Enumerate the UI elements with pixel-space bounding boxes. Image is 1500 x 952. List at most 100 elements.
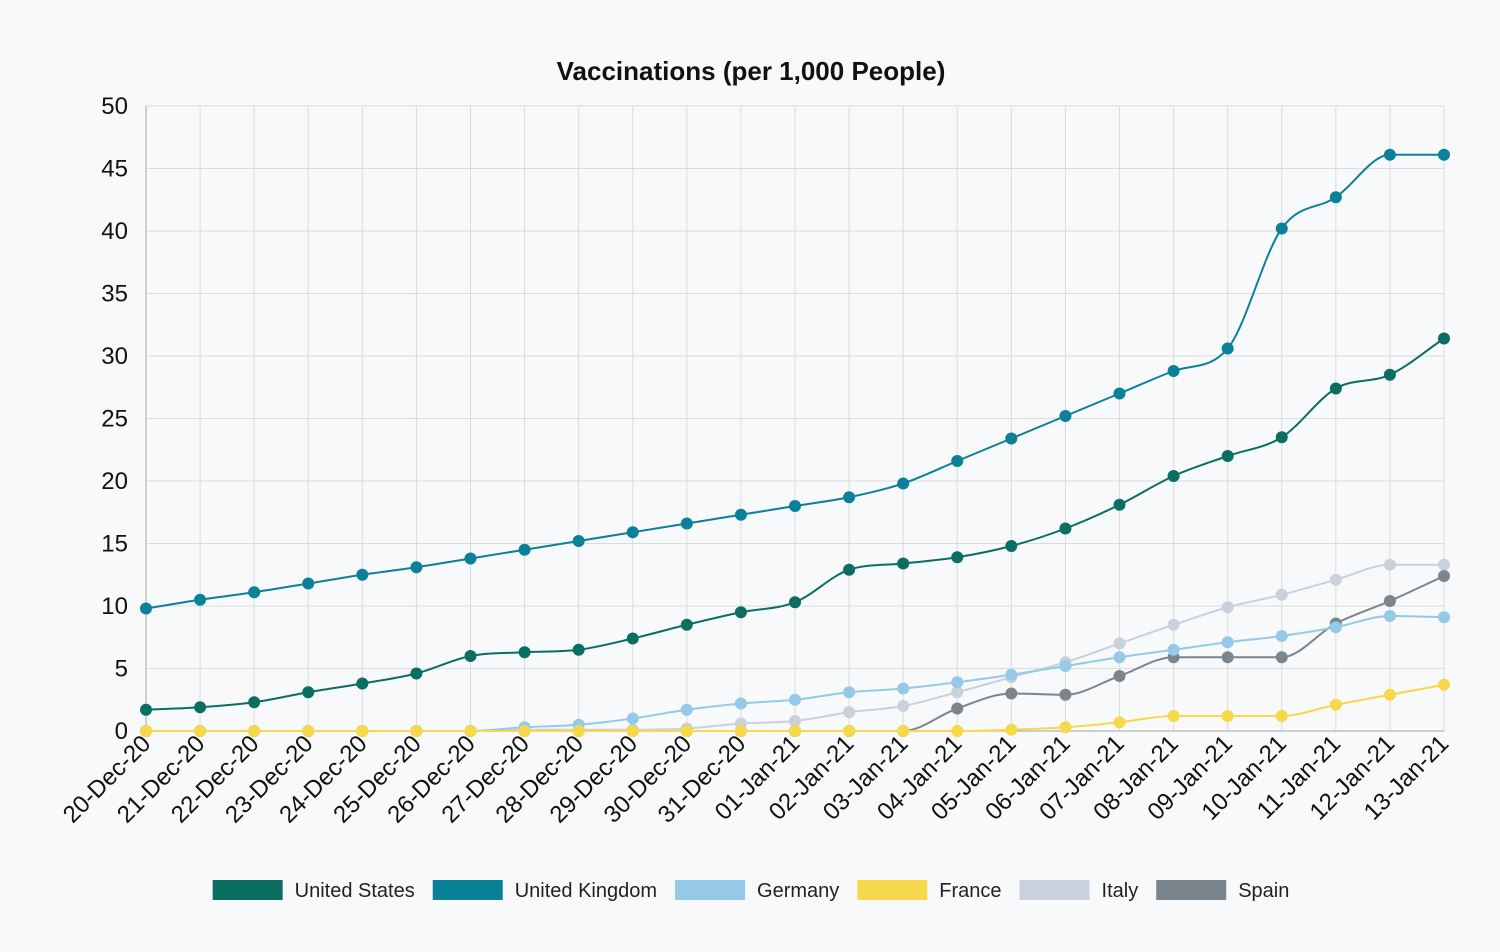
data-point-united-states[interactable] xyxy=(1383,368,1396,381)
data-point-germany[interactable] xyxy=(1059,660,1072,672)
data-point-france[interactable] xyxy=(1005,723,1018,736)
data-point-united-states[interactable] xyxy=(1329,382,1342,395)
data-point-france[interactable] xyxy=(1329,698,1342,711)
data-point-france[interactable] xyxy=(680,725,693,737)
data-point-germany[interactable] xyxy=(789,693,801,706)
legend-item-germany[interactable]: Germany xyxy=(675,880,839,902)
data-point-united-kingdom[interactable] xyxy=(464,552,477,565)
data-point-germany[interactable] xyxy=(1383,610,1396,622)
legend-item-united-states[interactable]: United States xyxy=(212,880,415,902)
legend-item-spain[interactable]: Spain xyxy=(1156,880,1289,902)
data-point-germany[interactable] xyxy=(626,712,639,725)
data-point-united-states[interactable] xyxy=(897,557,910,570)
data-point-germany[interactable] xyxy=(1275,630,1288,642)
data-point-united-states[interactable] xyxy=(248,696,261,709)
data-point-united-states[interactable] xyxy=(843,563,856,576)
data-point-united-states[interactable] xyxy=(302,686,315,699)
data-point-united-kingdom[interactable] xyxy=(140,602,152,615)
data-point-france[interactable] xyxy=(1113,716,1126,729)
data-point-germany[interactable] xyxy=(951,676,964,689)
data-point-germany[interactable] xyxy=(1113,651,1126,664)
data-point-united-states[interactable] xyxy=(1167,470,1180,482)
data-point-spain[interactable] xyxy=(1005,687,1018,700)
data-point-united-states[interactable] xyxy=(626,632,639,645)
data-point-italy[interactable] xyxy=(1383,558,1396,571)
data-point-united-kingdom[interactable] xyxy=(734,508,747,521)
data-point-france[interactable] xyxy=(843,725,856,737)
data-point-spain[interactable] xyxy=(1383,595,1396,607)
data-point-united-kingdom[interactable] xyxy=(194,593,207,606)
data-point-italy[interactable] xyxy=(1438,558,1450,571)
data-point-france[interactable] xyxy=(572,725,585,737)
data-point-united-kingdom[interactable] xyxy=(626,526,639,539)
data-point-united-kingdom[interactable] xyxy=(1113,387,1126,400)
data-point-united-kingdom[interactable] xyxy=(1167,365,1180,377)
data-point-united-states[interactable] xyxy=(410,667,423,680)
data-point-france[interactable] xyxy=(734,725,747,737)
data-point-germany[interactable] xyxy=(1438,611,1450,624)
data-point-france[interactable] xyxy=(464,725,477,737)
data-point-france[interactable] xyxy=(1059,721,1072,734)
data-point-spain[interactable] xyxy=(1059,688,1072,701)
data-point-france[interactable] xyxy=(302,725,315,737)
data-point-france[interactable] xyxy=(1383,688,1396,701)
data-point-united-kingdom[interactable] xyxy=(302,577,315,590)
data-point-united-kingdom[interactable] xyxy=(1005,432,1018,445)
data-point-france[interactable] xyxy=(1438,678,1450,691)
data-point-germany[interactable] xyxy=(734,697,747,710)
data-point-united-kingdom[interactable] xyxy=(518,543,531,556)
data-point-united-kingdom[interactable] xyxy=(410,561,423,574)
legend-item-united-kingdom[interactable]: United Kingdom xyxy=(432,880,657,902)
data-point-france[interactable] xyxy=(789,725,801,737)
data-point-united-states[interactable] xyxy=(140,703,152,716)
data-point-france[interactable] xyxy=(626,725,639,737)
legend-item-italy[interactable]: Italy xyxy=(1019,880,1139,902)
data-point-united-states[interactable] xyxy=(1438,332,1450,345)
data-point-germany[interactable] xyxy=(843,686,856,699)
data-point-germany[interactable] xyxy=(1005,668,1018,681)
data-point-france[interactable] xyxy=(248,725,261,737)
data-point-united-states[interactable] xyxy=(356,677,369,690)
data-point-spain[interactable] xyxy=(1221,651,1234,664)
data-point-united-kingdom[interactable] xyxy=(789,500,801,512)
data-point-france[interactable] xyxy=(410,725,423,737)
data-point-france[interactable] xyxy=(194,725,207,737)
data-point-united-states[interactable] xyxy=(734,606,747,619)
data-point-germany[interactable] xyxy=(680,703,693,716)
data-point-italy[interactable] xyxy=(1221,601,1234,614)
data-point-spain[interactable] xyxy=(951,702,964,715)
data-point-united-kingdom[interactable] xyxy=(1221,342,1234,355)
data-point-united-kingdom[interactable] xyxy=(897,477,910,490)
data-point-united-kingdom[interactable] xyxy=(356,568,369,581)
data-point-italy[interactable] xyxy=(1167,618,1180,631)
data-point-italy[interactable] xyxy=(951,686,964,699)
data-point-spain[interactable] xyxy=(1113,670,1126,682)
data-point-france[interactable] xyxy=(951,725,964,737)
data-point-united-states[interactable] xyxy=(464,650,477,662)
data-point-italy[interactable] xyxy=(1329,573,1342,586)
data-point-united-states[interactable] xyxy=(194,701,207,714)
data-point-united-kingdom[interactable] xyxy=(680,517,693,530)
data-point-united-states[interactable] xyxy=(789,596,801,609)
data-point-united-kingdom[interactable] xyxy=(248,586,261,599)
data-point-france[interactable] xyxy=(1167,710,1180,722)
data-point-united-states[interactable] xyxy=(1005,540,1018,552)
data-point-italy[interactable] xyxy=(897,700,910,712)
data-point-united-states[interactable] xyxy=(1275,431,1288,444)
data-point-united-kingdom[interactable] xyxy=(1438,148,1450,161)
data-point-italy[interactable] xyxy=(789,715,801,727)
data-point-united-kingdom[interactable] xyxy=(951,455,964,467)
data-point-spain[interactable] xyxy=(1275,651,1288,664)
data-point-united-states[interactable] xyxy=(1113,498,1126,511)
data-point-france[interactable] xyxy=(518,725,531,737)
data-point-germany[interactable] xyxy=(1221,636,1234,649)
data-point-united-states[interactable] xyxy=(518,646,531,659)
data-point-italy[interactable] xyxy=(1113,637,1126,650)
data-point-united-kingdom[interactable] xyxy=(1275,222,1288,235)
data-point-united-states[interactable] xyxy=(1059,522,1072,535)
data-point-united-kingdom[interactable] xyxy=(1059,410,1072,422)
data-point-france[interactable] xyxy=(897,725,910,737)
data-point-france[interactable] xyxy=(140,725,152,737)
legend-item-france[interactable]: France xyxy=(857,880,1002,902)
data-point-germany[interactable] xyxy=(897,682,910,695)
